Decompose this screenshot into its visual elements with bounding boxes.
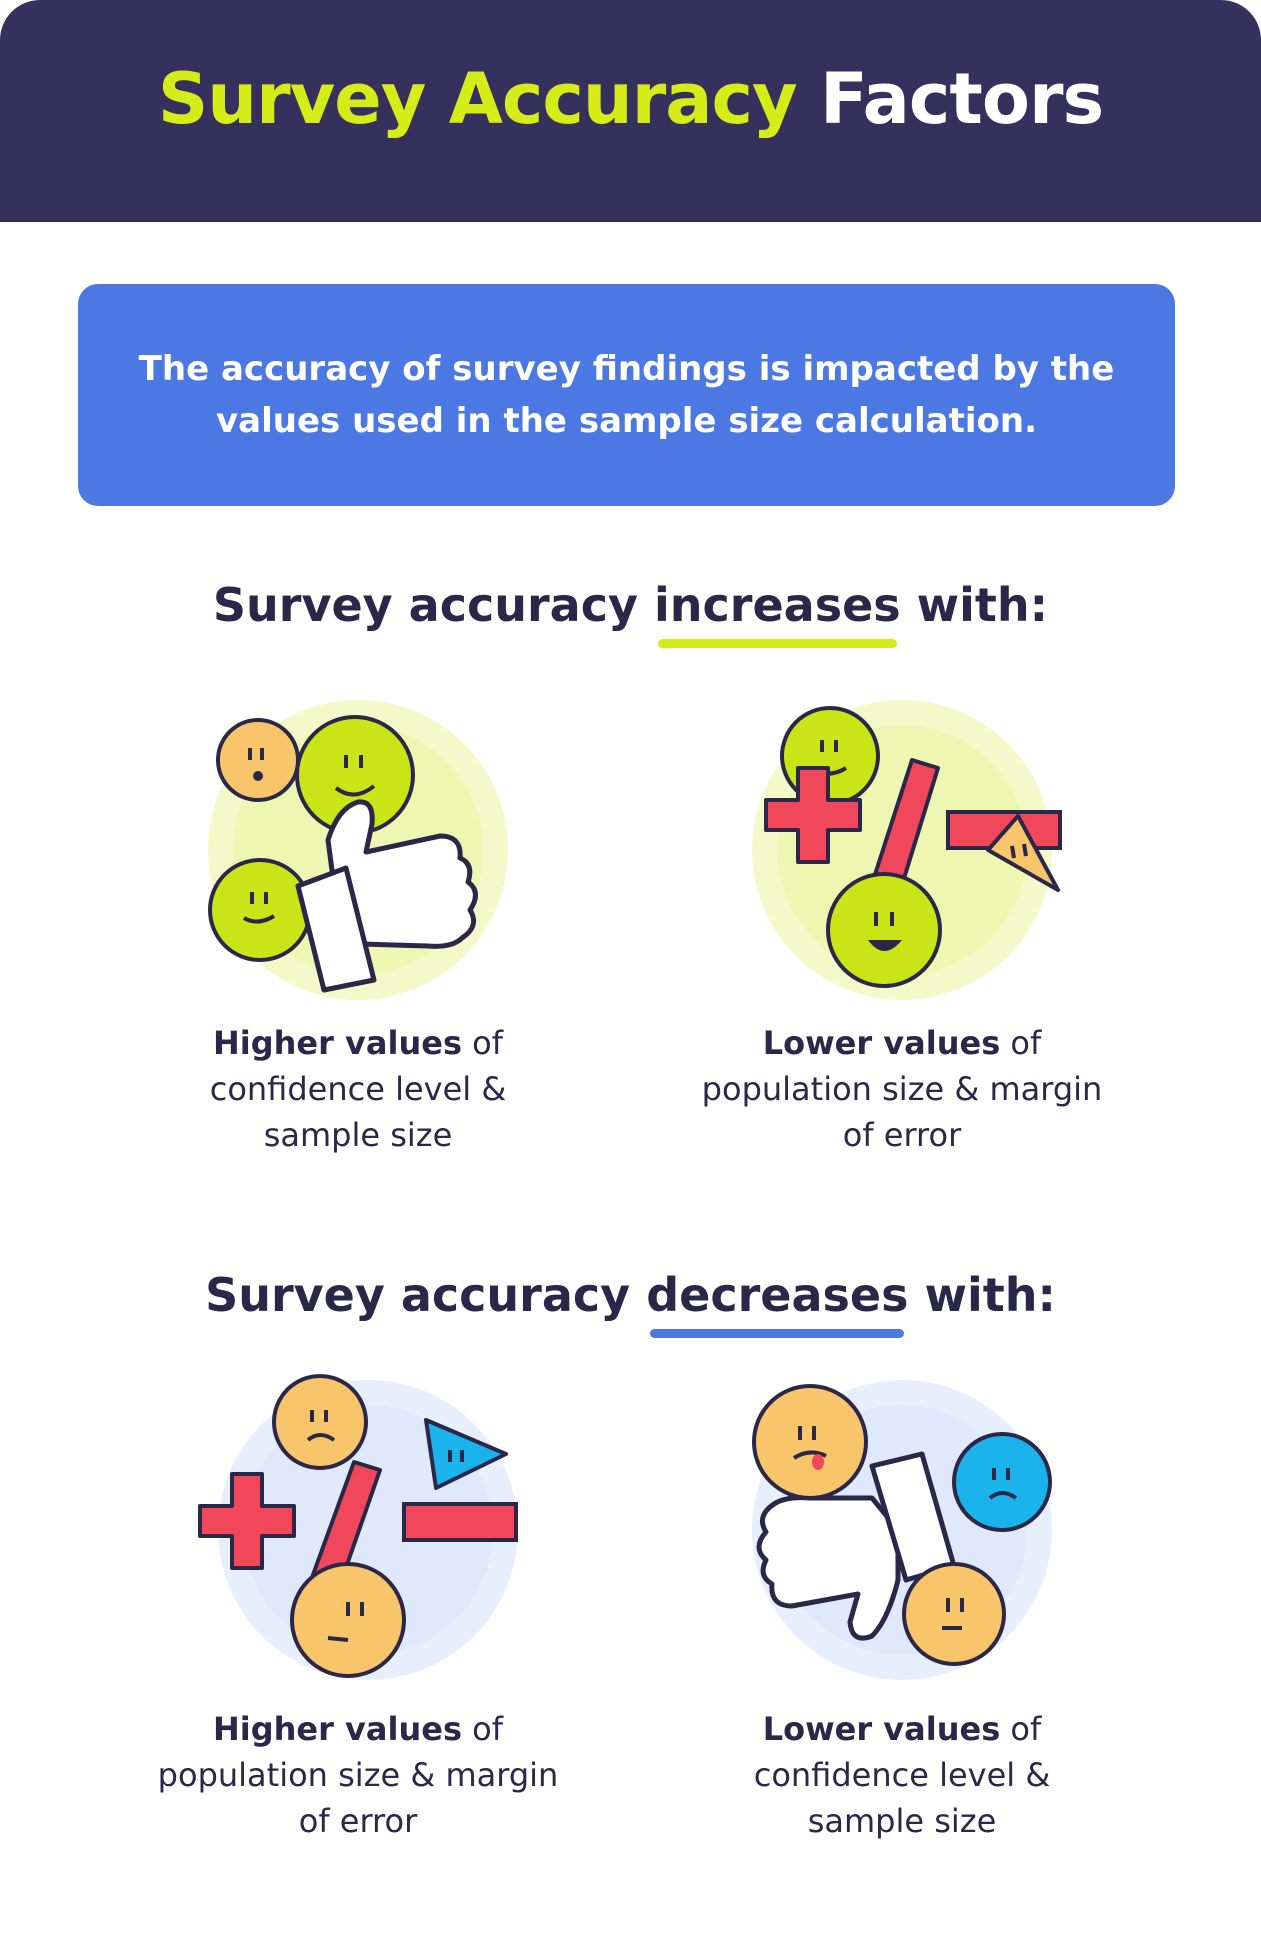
decreases-caption-higher: Higher values of population size & margi… (148, 1706, 568, 1844)
caption-text: of confidence level & sample size (753, 1710, 1051, 1840)
increases-caption-lower: Lower values of population size & margin… (692, 1020, 1112, 1158)
math-symbols-icon (752, 700, 1062, 1000)
caption-bold: Lower values (762, 1024, 1001, 1062)
intro-text: The accuracy of survey findings is impac… (138, 349, 1115, 441)
header-banner: Survey Accuracy Factors (0, 0, 1261, 222)
increases-heading-suffix: with: (900, 578, 1049, 632)
decreases-heading-prefix: Survey accuracy (205, 1268, 647, 1322)
increases-heading: Survey accuracy increases with: (0, 578, 1261, 648)
increases-caption-higher: Higher values of confidence level & samp… (148, 1020, 568, 1158)
math-symbols-icon (198, 1374, 518, 1680)
increases-heading-prefix: Survey accuracy (212, 578, 654, 632)
intro-box: The accuracy of survey findings is impac… (78, 284, 1175, 506)
title-highlight: Survey Accuracy (157, 58, 798, 140)
increases-heading-emphasis: increases (653, 578, 901, 648)
decreases-heading-suffix: with: (908, 1268, 1056, 1322)
decreases-heading: Survey accuracy decreases with: (0, 1268, 1261, 1338)
title-rest: Factors (819, 58, 1104, 140)
caption-text: of confidence level & sample size (209, 1024, 507, 1154)
caption-bold: Lower values (762, 1710, 1001, 1748)
caption-bold: Higher values (212, 1024, 462, 1062)
decreases-caption-lower: Lower values of confidence level & sampl… (692, 1706, 1112, 1844)
page-title: Survey Accuracy Factors (0, 58, 1261, 140)
caption-bold: Higher values (212, 1710, 462, 1748)
thumbs-up-icon (208, 700, 508, 1000)
caption-text: of population size & margin of error (157, 1710, 559, 1840)
thumbs-down-icon (752, 1380, 1052, 1680)
decreases-heading-emphasis: decreases (646, 1268, 909, 1338)
caption-text: of population size & margin of error (701, 1024, 1103, 1154)
